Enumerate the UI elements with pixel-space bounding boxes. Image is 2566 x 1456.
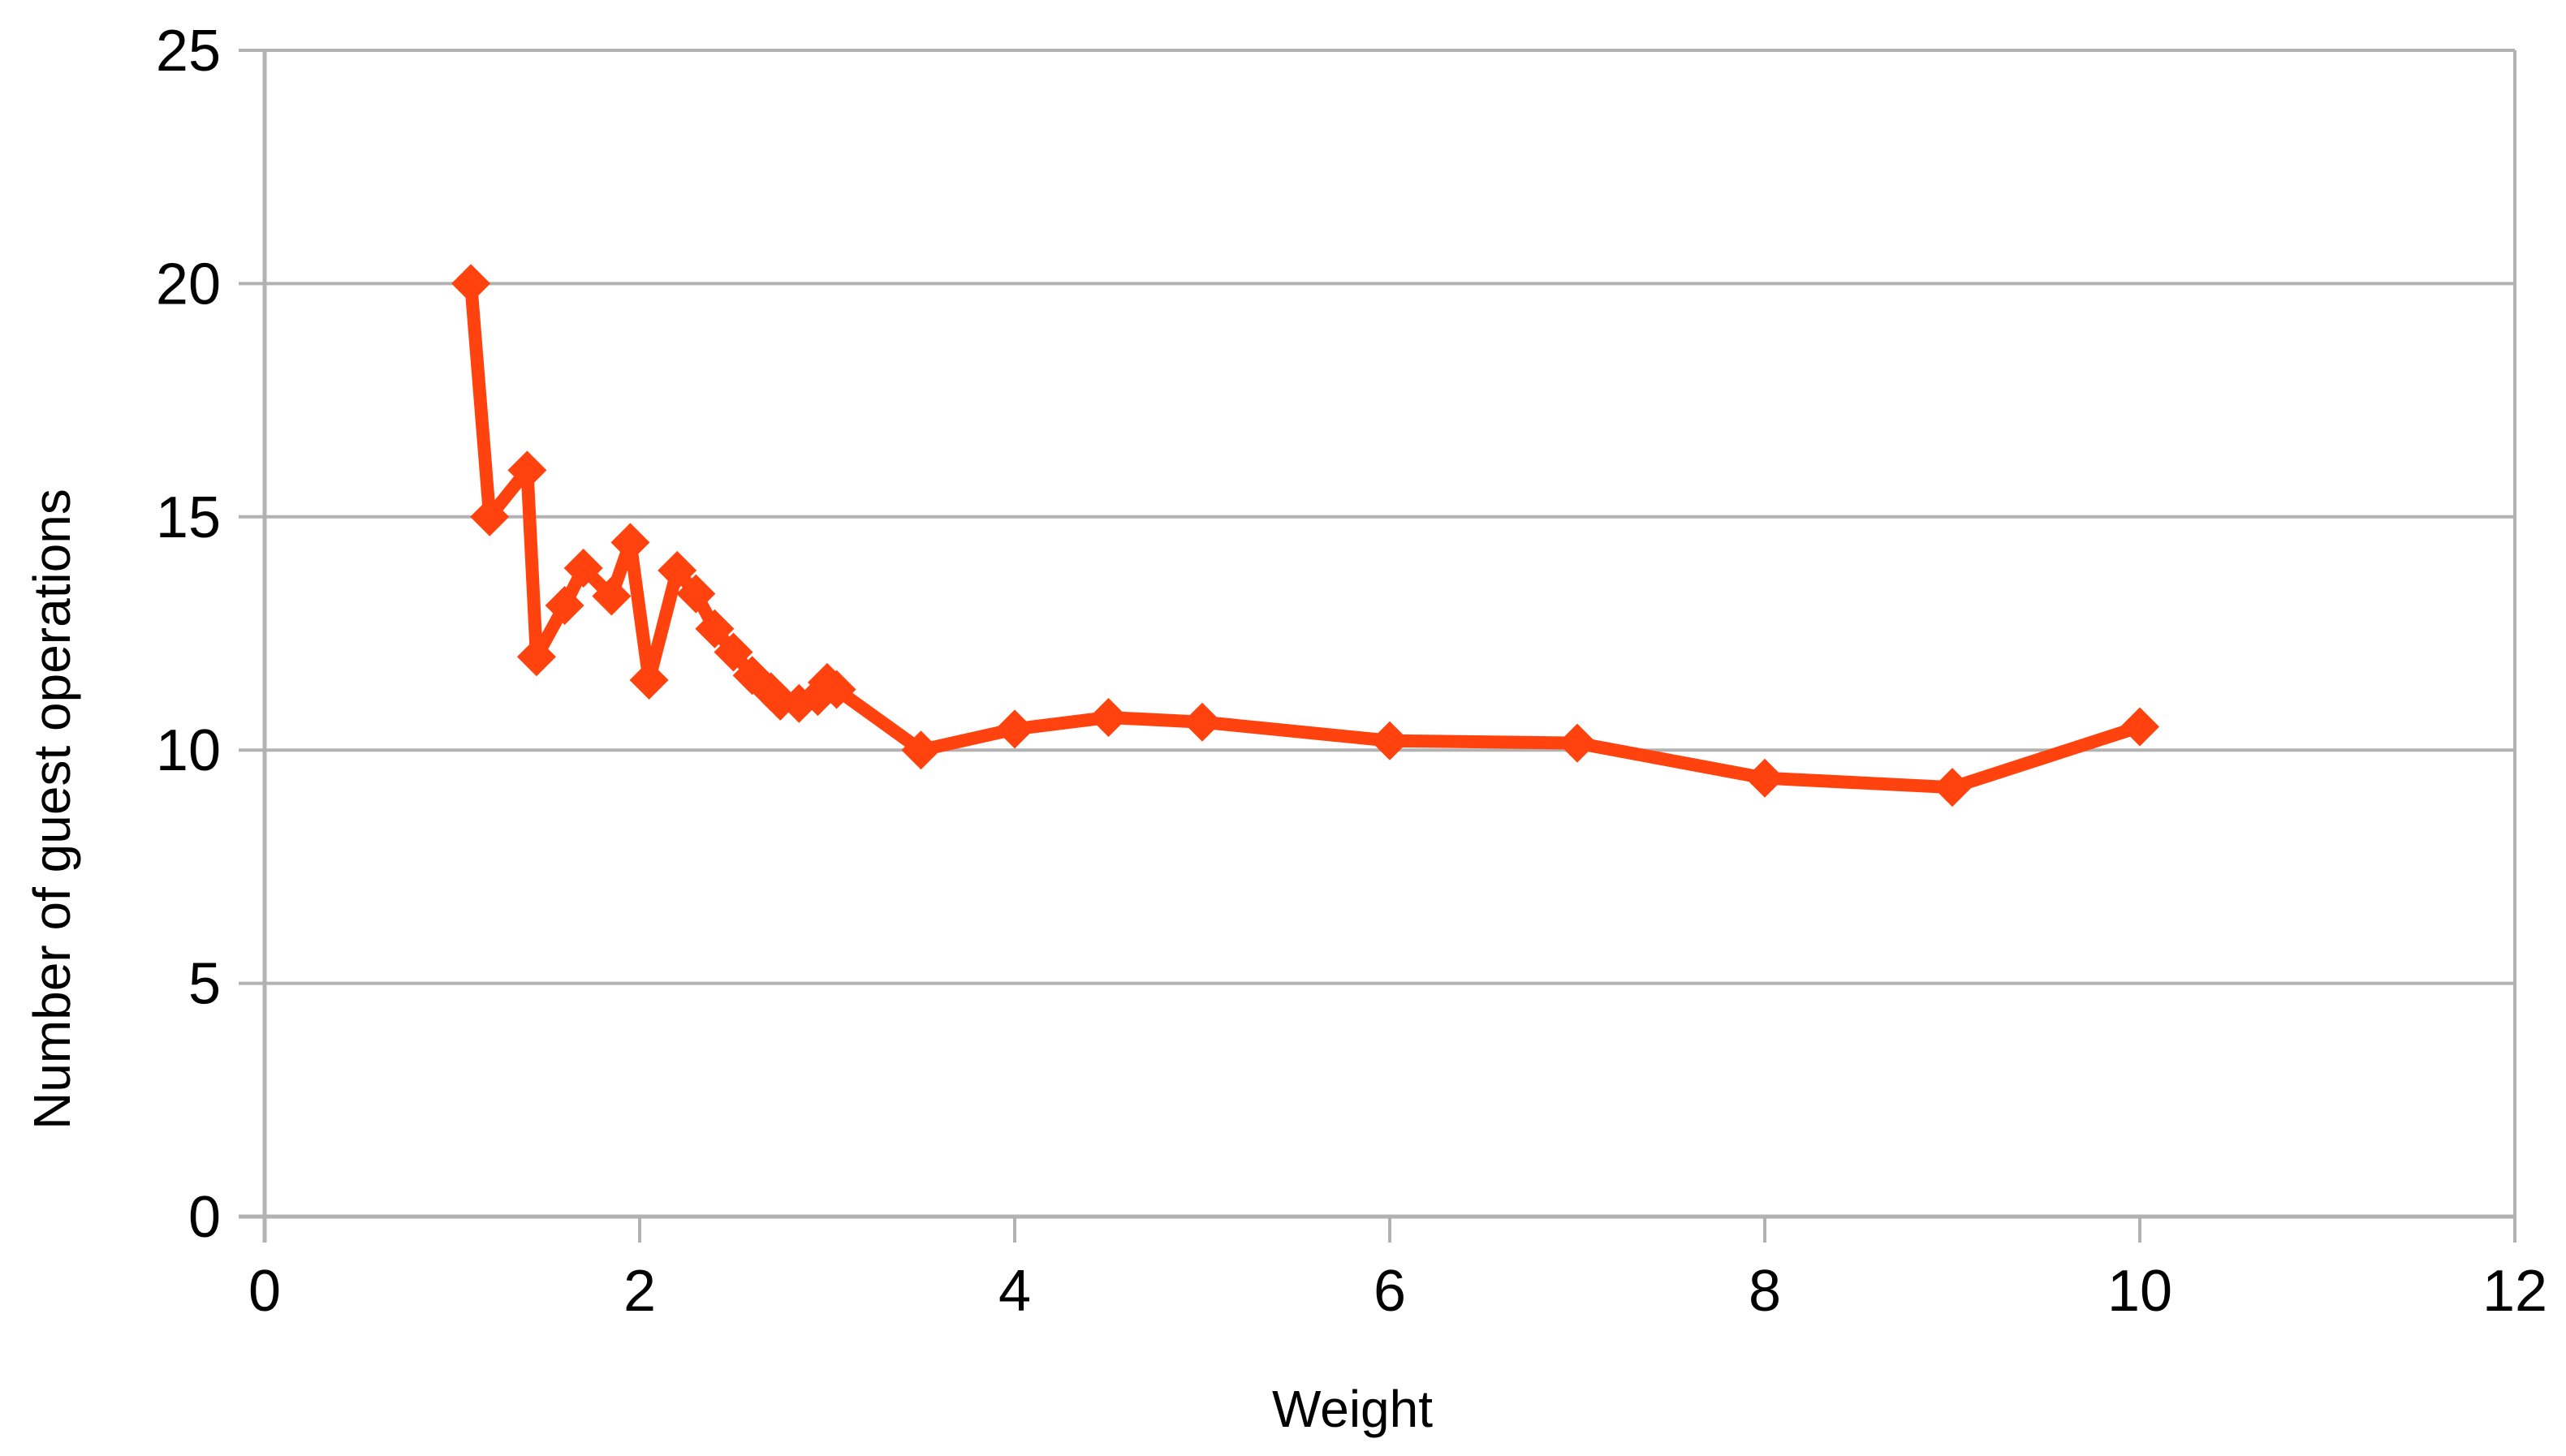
data-point-marker bbox=[995, 709, 1034, 749]
y-tick-label: 10 bbox=[156, 718, 221, 783]
data-point-marker bbox=[676, 574, 716, 614]
x-tick-label: 2 bbox=[623, 1259, 656, 1324]
axes bbox=[239, 49, 2516, 1243]
data-point-marker bbox=[451, 264, 491, 304]
data-point-marker bbox=[658, 550, 697, 590]
data-point-marker bbox=[1933, 768, 1972, 808]
data-point-marker bbox=[901, 730, 941, 770]
y-tick-label: 25 bbox=[156, 19, 221, 84]
series-polyline bbox=[464, 277, 2146, 795]
data-point-marker bbox=[507, 450, 547, 490]
data-point-marker bbox=[817, 670, 856, 709]
y-axis-title: Number of guest operations bbox=[23, 489, 81, 1130]
y-tick-label: 20 bbox=[156, 252, 221, 317]
data-point-marker bbox=[563, 549, 603, 588]
data-series bbox=[451, 264, 2159, 808]
x-axis-title: Weight bbox=[1272, 1380, 1433, 1438]
axis-tick-labels: 0 5 10 15 20 25 0 2 4 6 8 10 12 bbox=[156, 19, 2547, 1324]
x-tick-label: 6 bbox=[1374, 1259, 1406, 1324]
data-point-marker bbox=[1745, 758, 1784, 798]
data-point-marker bbox=[1089, 697, 1128, 737]
data-point-marker bbox=[1183, 702, 1222, 742]
data-point-marker bbox=[629, 660, 669, 700]
y-tick-label: 0 bbox=[188, 1185, 221, 1250]
data-point-marker bbox=[2120, 707, 2159, 747]
data-point-marker bbox=[1370, 721, 1409, 760]
x-tick-label: 4 bbox=[998, 1259, 1031, 1324]
data-point-marker bbox=[610, 523, 650, 562]
data-point-marker bbox=[714, 632, 753, 672]
x-tick-label: 8 bbox=[1749, 1259, 1781, 1324]
x-tick-label: 10 bbox=[2107, 1259, 2172, 1324]
gridlines bbox=[265, 49, 2516, 1217]
y-tick-label: 15 bbox=[156, 485, 221, 550]
x-tick-label: 12 bbox=[2482, 1259, 2547, 1324]
data-point-marker bbox=[545, 586, 584, 626]
data-point-marker bbox=[1558, 723, 1597, 763]
data-point-marker bbox=[592, 576, 632, 616]
data-point-marker bbox=[516, 637, 556, 677]
data-point-marker bbox=[695, 609, 735, 648]
x-tick-label: 0 bbox=[248, 1259, 281, 1324]
data-point-marker bbox=[470, 497, 510, 536]
y-tick-label: 5 bbox=[188, 952, 221, 1017]
